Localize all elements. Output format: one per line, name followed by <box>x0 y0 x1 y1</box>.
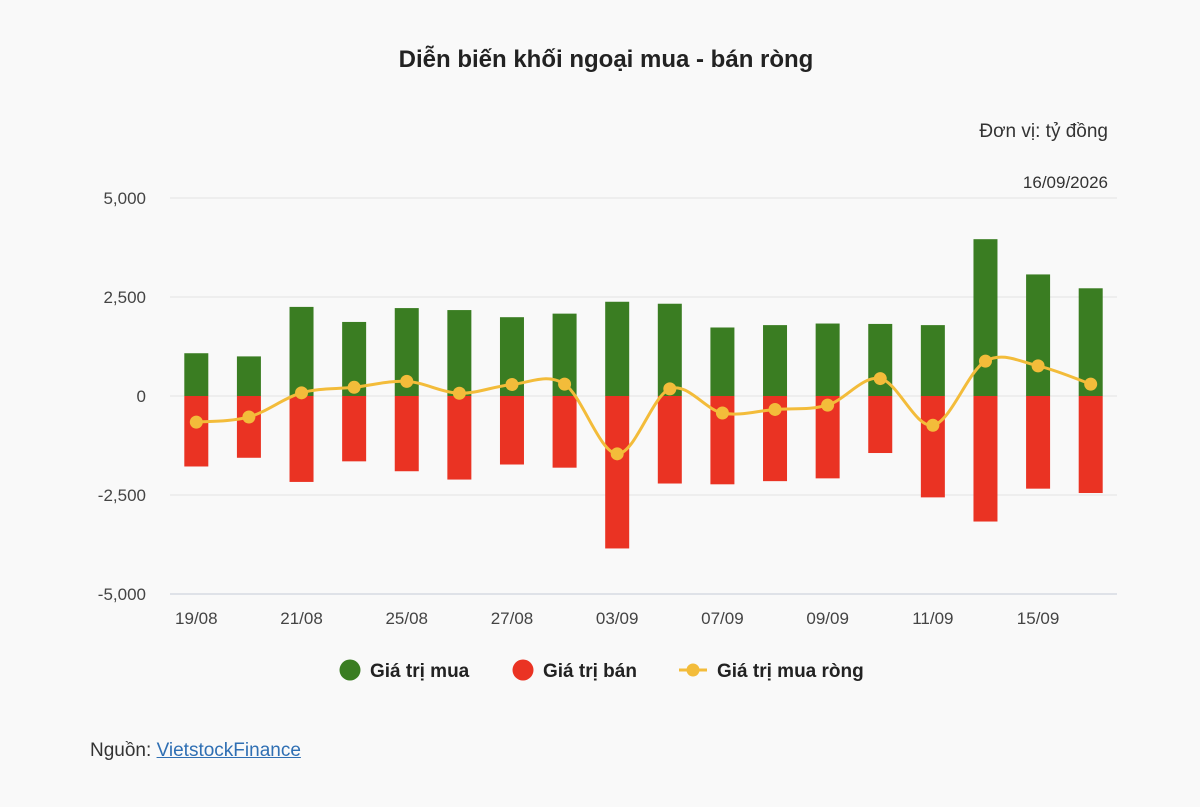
sell-bar[interactable] <box>342 396 367 462</box>
y-tick-label: -2,500 <box>98 486 146 505</box>
sell-bar[interactable] <box>1078 396 1103 494</box>
y-tick-label: 5,000 <box>103 189 146 208</box>
net-point[interactable] <box>978 354 992 368</box>
net-point[interactable] <box>610 447 624 461</box>
net-point[interactable] <box>400 374 414 388</box>
buy-bar[interactable] <box>868 323 893 396</box>
legend-marker-icon <box>686 663 700 677</box>
chart-svg: Diễn biến khối ngoại mua - bán ròng Đơn … <box>98 45 1117 683</box>
unit-note: Đơn vị: tỷ đồng <box>979 121 1108 142</box>
sell-bar[interactable] <box>868 396 893 454</box>
sell-bar[interactable] <box>552 396 577 468</box>
sell-bar[interactable] <box>973 396 998 522</box>
legend-marker-icon <box>512 659 534 681</box>
buy-bar[interactable] <box>763 325 788 396</box>
y-tick-label: -5,000 <box>98 585 146 604</box>
net-point[interactable] <box>189 415 203 429</box>
net-point[interactable] <box>1084 377 1098 391</box>
net-point[interactable] <box>926 418 940 432</box>
x-tick-label: 27/08 <box>491 609 534 628</box>
legend-item[interactable]: Giá trị mua ròng <box>679 661 864 682</box>
net-point[interactable] <box>242 410 256 424</box>
source-note: Nguồn: VietstockFinance <box>90 740 301 762</box>
legend-marker-icon <box>339 659 361 681</box>
buy-bar[interactable] <box>236 356 261 396</box>
legend-label: Giá trị bán <box>543 661 637 682</box>
net-point[interactable] <box>505 378 519 392</box>
sell-bar[interactable] <box>657 396 682 484</box>
x-tick-label: 03/09 <box>596 609 639 628</box>
source-link[interactable]: VietstockFinance <box>156 740 301 761</box>
buy-bar[interactable] <box>815 323 840 396</box>
legend-item[interactable]: Giá trị mua <box>339 659 470 683</box>
sell-bar[interactable] <box>605 396 630 549</box>
net-point[interactable] <box>295 386 309 400</box>
x-tick-label: 19/08 <box>175 609 218 628</box>
buy-bar[interactable] <box>1026 274 1051 396</box>
buy-bar[interactable] <box>710 327 735 396</box>
buy-bar[interactable] <box>973 239 998 396</box>
date-note: 16/09/2026 <box>1023 173 1108 192</box>
buy-bar[interactable] <box>184 353 209 396</box>
net-line <box>196 355 1092 456</box>
buy-bar[interactable] <box>605 301 630 396</box>
legend-label: Giá trị mua ròng <box>717 661 864 682</box>
net-point[interactable] <box>452 386 466 400</box>
x-tick-label: 25/08 <box>385 609 428 628</box>
net-point[interactable] <box>347 380 361 394</box>
x-tick-label: 09/09 <box>806 609 849 628</box>
sell-bar[interactable] <box>499 396 524 465</box>
x-tick-label: 15/09 <box>1017 609 1060 628</box>
x-tick-label: 11/09 <box>912 609 953 628</box>
buy-bar[interactable] <box>920 325 945 396</box>
sell-bar[interactable] <box>1026 396 1051 489</box>
legend-item[interactable]: Giá trị bán <box>512 659 637 683</box>
x-tick-label: 21/08 <box>280 609 323 628</box>
net-point[interactable] <box>558 377 572 391</box>
sell-bar[interactable] <box>236 396 261 458</box>
sell-bar[interactable] <box>184 396 209 467</box>
net-point[interactable] <box>715 406 729 420</box>
net-point[interactable] <box>768 402 782 416</box>
buy-bar[interactable] <box>447 310 472 396</box>
net-point[interactable] <box>1031 359 1045 373</box>
sell-bar[interactable] <box>447 396 472 480</box>
buy-bar[interactable] <box>289 306 314 396</box>
buy-bar[interactable] <box>657 303 682 396</box>
sell-bar[interactable] <box>920 396 945 498</box>
y-tick-label: 0 <box>137 387 146 406</box>
net-point[interactable] <box>821 398 835 412</box>
sell-bar[interactable] <box>394 396 419 472</box>
net-point[interactable] <box>663 382 677 396</box>
source-label: Nguồn: <box>90 740 152 761</box>
net-point[interactable] <box>873 372 887 386</box>
legend-label: Giá trị mua <box>370 661 470 682</box>
sell-bar[interactable] <box>289 396 314 482</box>
chart-title: Diễn biến khối ngoại mua - bán ròng <box>399 45 814 73</box>
y-tick-label: 2,500 <box>103 288 146 307</box>
x-tick-label: 07/09 <box>701 609 744 628</box>
